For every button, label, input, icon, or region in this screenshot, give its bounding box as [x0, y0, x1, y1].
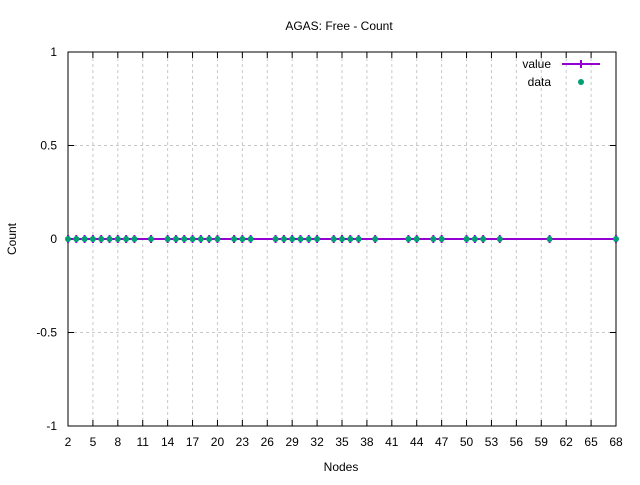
x-tick-label: 44 [410, 435, 424, 449]
data-point [405, 236, 412, 242]
data-point [181, 236, 188, 242]
x-tick-label: 11 [136, 435, 149, 449]
data-point [280, 236, 287, 242]
data-point [463, 236, 470, 242]
data-point [214, 236, 221, 242]
data-point [89, 236, 96, 242]
data-point [546, 236, 553, 242]
data-point [355, 236, 362, 242]
x-tick-label: 62 [560, 435, 574, 449]
data-point [496, 236, 503, 242]
data-point [305, 236, 312, 242]
chart-title: AGAS: Free - Count [285, 19, 393, 33]
legend: value data [522, 57, 600, 89]
data-point [164, 236, 171, 242]
x-tick-label: 5 [90, 435, 97, 449]
x-tick-label: 14 [161, 435, 175, 449]
x-tick-label: 56 [510, 435, 524, 449]
data-point [123, 236, 130, 242]
data-point [372, 236, 379, 242]
data-point [197, 236, 204, 242]
data-point [239, 236, 246, 242]
data-point [98, 236, 105, 242]
x-tick-label: 59 [535, 435, 549, 449]
data-point [438, 236, 445, 242]
legend-label-value: value [522, 57, 551, 71]
data-point [314, 236, 321, 242]
x-tick-label: 41 [385, 435, 399, 449]
x-tick-label: 50 [460, 435, 474, 449]
y-axis-label: Count [5, 222, 19, 255]
data-point [471, 236, 478, 242]
data-point [272, 236, 279, 242]
x-tick-label: 32 [310, 435, 324, 449]
data-point [289, 236, 296, 242]
x-tick-label: 20 [211, 435, 225, 449]
data-point [480, 236, 487, 242]
data-point [172, 236, 179, 242]
x-tick-label: 47 [435, 435, 449, 449]
data-point [114, 236, 121, 242]
data-point [330, 236, 337, 242]
data-point [339, 236, 345, 242]
x-tick-label: 8 [114, 435, 121, 449]
data-point [247, 236, 254, 242]
x-tick-label: 35 [335, 435, 349, 449]
y-tick-label: 1 [50, 45, 57, 59]
series [65, 235, 619, 243]
x-tick-label: 38 [360, 435, 374, 449]
data-point [189, 236, 196, 242]
data-point [131, 236, 138, 242]
data-point [430, 236, 437, 242]
data-point [65, 236, 71, 242]
data-point [81, 236, 88, 242]
y-tick-label: 0.5 [40, 139, 57, 153]
data-point [613, 236, 619, 242]
data-point [347, 236, 354, 242]
legend-point-data [578, 79, 584, 85]
x-axis-label: Nodes [324, 460, 359, 474]
x-tick-label: 53 [485, 435, 499, 449]
x-tick-label: 26 [261, 435, 275, 449]
y-tick-label: -1 [46, 419, 57, 433]
legend-label-data: data [528, 75, 552, 89]
x-tick-label: 68 [609, 435, 623, 449]
data-point [231, 236, 238, 242]
data-point [106, 236, 113, 242]
x-tick-label: 29 [286, 435, 300, 449]
data-point [297, 236, 304, 242]
data-point [413, 236, 420, 242]
x-tick-label: 17 [186, 435, 200, 449]
data-point [148, 236, 155, 242]
ticks: 2 5 8 11 14 17 20 23 26 29 32 35 38 41 44 47 50 53 56 59 62 6… [36, 45, 623, 449]
x-tick-label: 23 [236, 435, 250, 449]
data-point [206, 236, 213, 242]
x-tick-label: 65 [584, 435, 598, 449]
x-tick-label: 2 [65, 435, 72, 449]
y-tick-label: 0 [50, 232, 57, 246]
y-tick-label: -0.5 [36, 326, 57, 340]
data-point [73, 236, 80, 242]
